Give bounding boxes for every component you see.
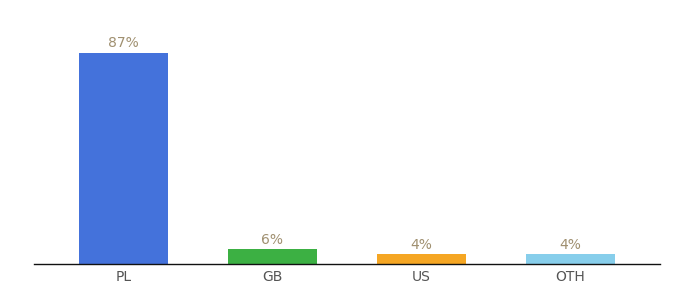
Bar <box>228 249 317 264</box>
Text: 4%: 4% <box>410 238 432 252</box>
Bar <box>79 52 168 264</box>
Text: 4%: 4% <box>559 238 581 252</box>
Text: 87%: 87% <box>108 36 139 50</box>
Text: 6%: 6% <box>261 233 284 247</box>
Bar <box>377 254 466 264</box>
Bar <box>526 254 615 264</box>
